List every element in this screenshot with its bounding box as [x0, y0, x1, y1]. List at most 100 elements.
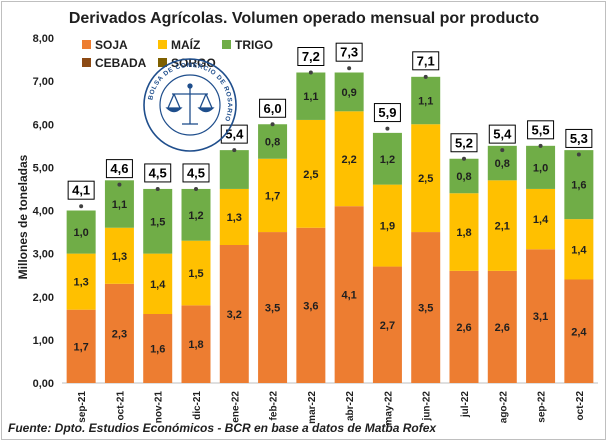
data-label: 2,5 [303, 169, 318, 181]
total-marker [347, 66, 352, 71]
bar-segment-soja [143, 314, 173, 383]
bar-segment-soja [526, 249, 556, 383]
total-marker [423, 74, 428, 79]
bar-segment-soja [411, 232, 441, 383]
total-label-box [527, 120, 555, 140]
legend-label: TRIGO [235, 38, 273, 52]
bar-segment-trigo [411, 76, 441, 125]
data-label: 1,3 [112, 251, 127, 263]
bar-segment-maíz [526, 188, 556, 250]
y-tick-label: 4,00 [33, 206, 54, 218]
total-label-box [220, 124, 248, 144]
data-label: 2,4 [571, 326, 587, 338]
total-marker [270, 122, 275, 127]
legend-swatch-trigo [222, 40, 231, 49]
total-label: 6,0 [264, 101, 282, 116]
total-label: 4,6 [110, 161, 128, 176]
legend-swatch-maíz [158, 40, 167, 49]
total-label-box [450, 133, 478, 153]
bar-segment-soja [66, 309, 96, 383]
legend-label: MAÍZ [171, 37, 200, 52]
bar-segment-maíz [104, 227, 134, 284]
data-label: 1,5 [188, 268, 203, 280]
y-tick-label: 3,00 [33, 249, 54, 261]
data-label: 3,2 [227, 309, 242, 321]
total-label: 4,5 [187, 165, 205, 180]
data-label: 1,8 [188, 339, 203, 351]
data-label: 1,6 [150, 344, 165, 356]
y-tick-label: 8,00 [33, 33, 54, 45]
bar-segment-maíz [66, 253, 96, 310]
x-tick-label: feb-22 [269, 391, 280, 421]
data-label: 4,1 [341, 290, 356, 302]
bar-segment-maíz [296, 119, 326, 228]
total-label: 5,9 [378, 105, 396, 120]
total-label: 5,4 [225, 127, 244, 142]
legend-swatch-soja [82, 40, 91, 49]
total-label-box [67, 180, 95, 200]
data-label: 0,8 [265, 137, 280, 149]
data-label: 0,8 [495, 158, 510, 170]
total-label: 7,1 [417, 53, 435, 68]
scales-icon [165, 83, 215, 125]
chart-title: Derivados Agrícolas. Volumen operado men… [69, 10, 540, 27]
x-tick-label: oct-22 [575, 391, 586, 421]
data-label: 2,1 [495, 221, 510, 233]
x-tick-label: dic-21 [192, 391, 203, 420]
bar-segment-maíz [334, 111, 364, 207]
bar-segment-maíz [411, 124, 441, 233]
bar-segment-soja [334, 206, 364, 383]
data-label: 1,0 [533, 162, 548, 174]
data-label: 1,1 [112, 199, 127, 211]
total-label-box [105, 159, 133, 179]
x-tick-label: ago-22 [498, 391, 509, 424]
bar-segment-trigo [143, 188, 173, 254]
data-label: 0,9 [341, 87, 356, 99]
x-tick-label: jun-22 [422, 391, 433, 422]
bar-segment-trigo [296, 72, 326, 120]
seal-outer-ring [143, 58, 237, 152]
bar-segment-trigo [449, 158, 479, 194]
total-marker [576, 152, 581, 157]
total-label-box [297, 47, 325, 66]
data-label: 2,6 [495, 322, 510, 334]
data-label: 1,1 [418, 96, 433, 108]
y-tick-label: 2,00 [33, 292, 54, 304]
data-label: 3,1 [533, 311, 548, 323]
total-label-box [565, 128, 593, 148]
total-label-box [259, 98, 287, 118]
total-marker [308, 70, 313, 75]
x-tick-label: jul-22 [460, 391, 471, 419]
data-label: 1,5 [150, 216, 165, 228]
bar-segment-trigo [334, 72, 364, 112]
legend-swatch-cebada [82, 58, 91, 67]
total-marker [462, 156, 466, 161]
data-label: 2,5 [418, 173, 433, 185]
y-tick-label: 0,00 [33, 378, 54, 390]
total-label-box [144, 163, 172, 183]
y-axis-label: Millones de toneladas [16, 154, 30, 279]
bar-segment-maíz [372, 184, 402, 267]
total-label: 7,2 [302, 49, 320, 64]
data-label: 2,6 [456, 322, 471, 334]
x-tick-label: nov-21 [154, 391, 165, 424]
bar-segment-soja [296, 227, 326, 383]
bar-segment-maíz [258, 158, 288, 233]
y-axis: 0,00 1,00 2,00 3,00 4,00 5,00 6,00 7,00 8,00 [33, 33, 54, 390]
total-marker [385, 126, 390, 131]
total-marker [79, 204, 84, 209]
y-tick-label: 1,00 [33, 335, 54, 347]
source-note: Fuente: Dpto. Estudios Económicos - BCR … [8, 421, 437, 435]
x-tick-label: sep-21 [77, 391, 88, 423]
bar-segment-maíz [449, 193, 479, 271]
bar-segment-trigo [66, 210, 96, 254]
bar-segment-soja [258, 232, 288, 383]
data-label: 1,7 [265, 190, 280, 202]
total-label-box [412, 51, 440, 71]
x-tick-label: abr-22 [345, 391, 356, 421]
data-label: 2,3 [112, 328, 127, 340]
data-label: 1,0 [73, 227, 88, 239]
x-tick-label: may-22 [383, 391, 394, 426]
seal-inner-ring [159, 74, 221, 136]
total-marker [117, 182, 122, 187]
